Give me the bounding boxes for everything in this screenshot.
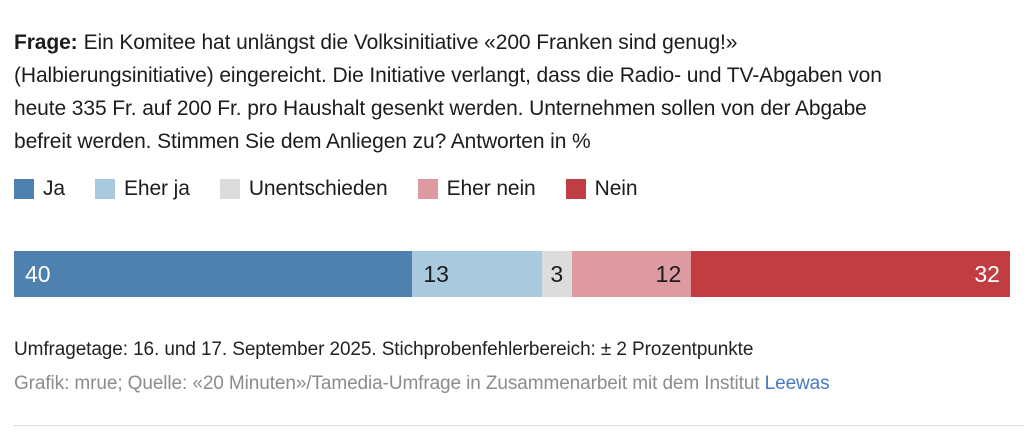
- legend-item-eher-ja: Eher ja: [94, 177, 190, 201]
- bar-segment-ja: 40: [14, 251, 413, 297]
- bar-value-label: 12: [655, 261, 682, 287]
- survey-info-text: Umfragetage: 16. und 17. September 2025.…: [14, 339, 754, 360]
- legend-item-ja: Ja: [14, 177, 65, 201]
- question-text: Frage: Ein Komitee hat unlängst die Volks…: [14, 26, 1014, 158]
- legend-swatch: [219, 179, 240, 199]
- bar-value-label: 40: [25, 261, 51, 287]
- legend-swatch: [417, 179, 438, 199]
- bar-value-label: 13: [423, 261, 449, 287]
- legend-swatch: [94, 179, 115, 199]
- legend-item-nein: Nein: [565, 177, 638, 201]
- stacked-bar: 40 13 3 12 32: [14, 251, 1010, 297]
- legend-label: Unentschieden: [248, 177, 388, 200]
- bar-segment-eher-nein: 12: [571, 251, 692, 297]
- source-credit-prefix: Grafik: mrue; Quelle: «20 Minuten»/Tamed…: [14, 373, 765, 394]
- bottom-divider: [13, 425, 1024, 426]
- legend-item-eher-nein: Eher nein: [417, 177, 536, 201]
- legend-label: Eher nein: [446, 177, 536, 200]
- bar-segment-unentschieden: 3: [541, 251, 572, 297]
- legend-label: Ja: [43, 177, 65, 200]
- legend: Ja Eher ja Unentschieden Eher nein Nein: [14, 177, 638, 201]
- legend-label: Nein: [594, 177, 638, 200]
- legend-item-unentschieden: Unentschieden: [219, 177, 388, 201]
- bar-segment-eher-ja: 13: [412, 251, 542, 297]
- bar-segment-nein: 32: [691, 251, 1010, 297]
- legend-swatch: [14, 179, 34, 199]
- leewas-link[interactable]: Leewas: [764, 373, 830, 394]
- legend-swatch: [565, 179, 586, 199]
- question-body: Ein Komitee hat unlängst die Volksinitia…: [14, 31, 882, 153]
- bar-value-label: 32: [974, 261, 1000, 287]
- legend-label: Eher ja: [123, 177, 190, 200]
- question-bold-label: Frage:: [14, 31, 78, 54]
- bar-value-label: 3: [550, 261, 564, 287]
- source-credit-text: Grafik: mrue; Quelle: «20 Minuten»/Tamed…: [14, 373, 830, 395]
